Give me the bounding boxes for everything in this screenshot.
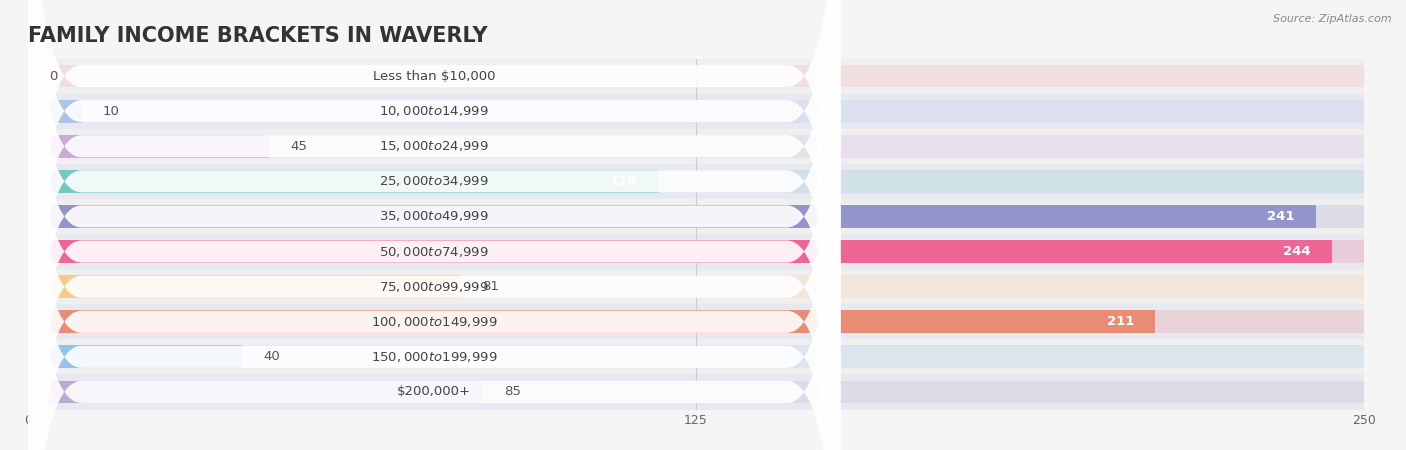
Bar (28, 381, 1364, 403)
Text: FAMILY INCOME BRACKETS IN WAVERLY: FAMILY INCOME BRACKETS IN WAVERLY (28, 26, 488, 46)
Text: 118: 118 (610, 175, 637, 188)
FancyBboxPatch shape (28, 0, 841, 450)
Bar (28, 205, 1316, 228)
Text: $150,000 to $199,999: $150,000 to $199,999 (371, 350, 498, 364)
FancyBboxPatch shape (28, 0, 841, 450)
Bar (28, 135, 1364, 158)
Text: 244: 244 (1282, 245, 1310, 258)
Bar (28, 240, 1364, 263)
FancyBboxPatch shape (28, 0, 841, 450)
Text: 40: 40 (263, 351, 280, 363)
Text: $15,000 to $24,999: $15,000 to $24,999 (380, 139, 489, 153)
Text: Source: ZipAtlas.com: Source: ZipAtlas.com (1274, 14, 1392, 23)
Bar (28, 205, 1364, 228)
Bar (28, 58, 1364, 94)
Text: 241: 241 (1267, 210, 1295, 223)
Bar (28, 346, 242, 368)
FancyBboxPatch shape (28, 0, 841, 450)
Bar (28, 304, 1364, 339)
Text: $100,000 to $149,999: $100,000 to $149,999 (371, 315, 498, 329)
Bar (28, 170, 658, 193)
Text: 85: 85 (503, 386, 520, 398)
Bar (28, 310, 1156, 333)
Text: $35,000 to $49,999: $35,000 to $49,999 (380, 209, 489, 224)
Bar (28, 100, 82, 122)
Text: $200,000+: $200,000+ (396, 386, 471, 398)
FancyBboxPatch shape (28, 0, 841, 450)
Bar (28, 164, 1364, 199)
Bar (28, 275, 461, 298)
FancyBboxPatch shape (28, 17, 841, 450)
Bar (28, 135, 269, 158)
FancyBboxPatch shape (28, 0, 841, 450)
Bar (28, 374, 1364, 410)
Text: $10,000 to $14,999: $10,000 to $14,999 (380, 104, 489, 118)
Bar (28, 310, 1364, 333)
Text: Less than $10,000: Less than $10,000 (373, 70, 495, 82)
Bar (28, 381, 482, 403)
Text: 0: 0 (49, 70, 58, 82)
Bar (28, 100, 1364, 122)
Bar (28, 170, 1364, 193)
Text: $75,000 to $99,999: $75,000 to $99,999 (380, 279, 489, 294)
Text: 10: 10 (103, 105, 120, 117)
Bar (28, 269, 1364, 304)
Bar (28, 129, 1364, 164)
Bar (28, 275, 1364, 298)
Bar (28, 94, 1364, 129)
Text: $50,000 to $74,999: $50,000 to $74,999 (380, 244, 489, 259)
Bar (28, 240, 1331, 263)
Text: $25,000 to $34,999: $25,000 to $34,999 (380, 174, 489, 189)
Bar (28, 199, 1364, 234)
Bar (28, 339, 1364, 374)
Bar (28, 234, 1364, 269)
Bar (28, 346, 1364, 368)
FancyBboxPatch shape (28, 52, 841, 450)
Text: 81: 81 (482, 280, 499, 293)
Text: 211: 211 (1107, 315, 1135, 328)
Bar (28, 65, 1364, 87)
FancyBboxPatch shape (28, 0, 841, 450)
FancyBboxPatch shape (28, 0, 841, 416)
Text: 45: 45 (290, 140, 307, 153)
